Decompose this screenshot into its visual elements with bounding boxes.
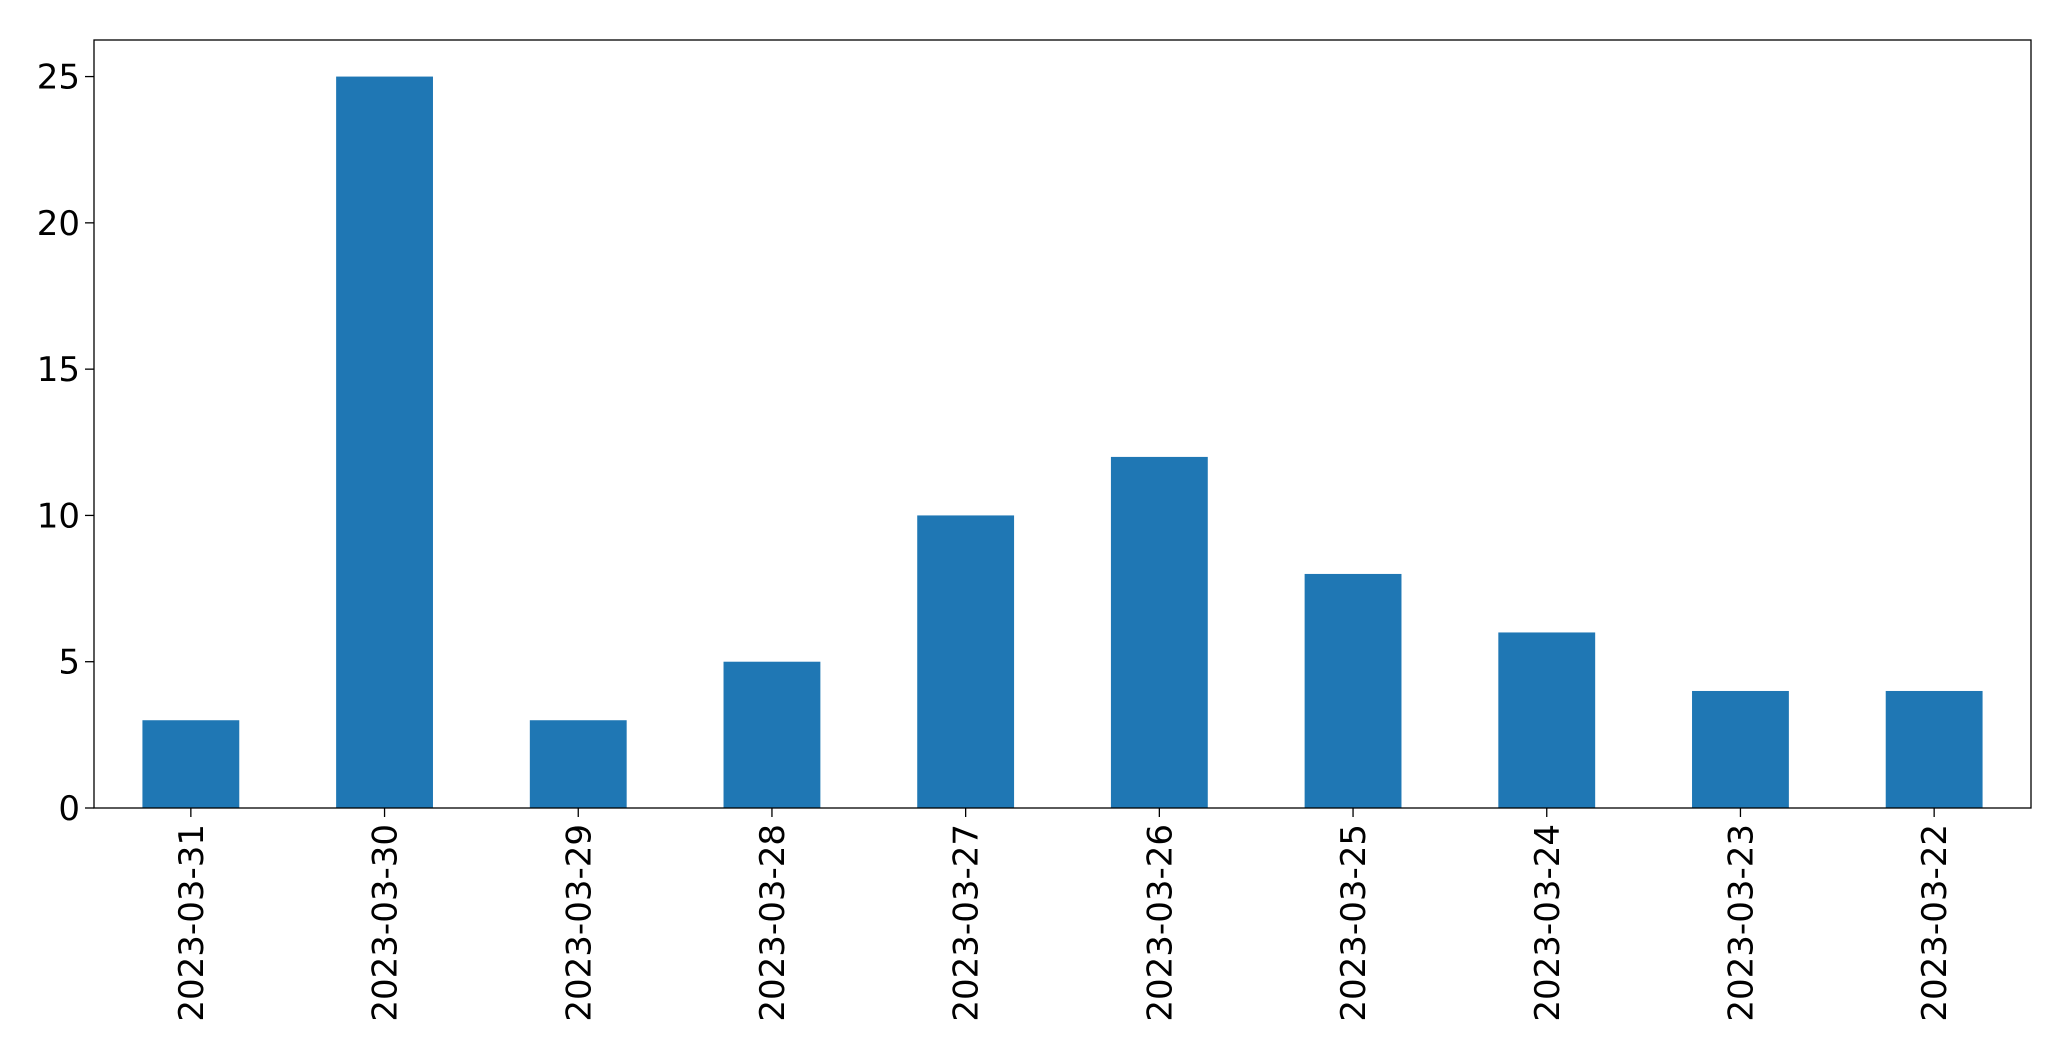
bar (1498, 632, 1596, 808)
bar (336, 76, 433, 809)
bar (1304, 573, 1402, 808)
plot-frame (93, 39, 2032, 809)
x-tick-label: 2023-03-30 (366, 824, 406, 1022)
bar (1692, 690, 1789, 808)
bar (142, 720, 240, 808)
x-tick-label: 2023-03-24 (1528, 824, 1568, 1022)
x-tick-label: 2023-03-22 (1915, 824, 1955, 1022)
y-tick-label: 10 (37, 496, 80, 536)
x-tick-label: 2023-03-25 (1334, 824, 1374, 1022)
y-tick-label: 0 (58, 789, 80, 829)
x-tick-label: 2023-03-26 (1140, 824, 1180, 1022)
x-tick-label: 2023-03-31 (172, 824, 212, 1022)
y-tick-label: 5 (58, 643, 80, 683)
y-tick-label: 15 (37, 350, 80, 390)
y-tick-label: 20 (37, 204, 80, 244)
x-tick-label: 2023-03-27 (947, 824, 987, 1022)
y-tick-label: 25 (37, 58, 80, 98)
bar (1110, 456, 1208, 808)
bar (1885, 690, 1983, 808)
bar (723, 661, 821, 808)
bar (917, 515, 1015, 808)
x-tick-label: 2023-03-29 (559, 824, 599, 1022)
bar (529, 720, 627, 808)
x-tick-label: 2023-03-23 (1721, 824, 1761, 1022)
x-tick-label: 2023-03-28 (753, 824, 793, 1022)
